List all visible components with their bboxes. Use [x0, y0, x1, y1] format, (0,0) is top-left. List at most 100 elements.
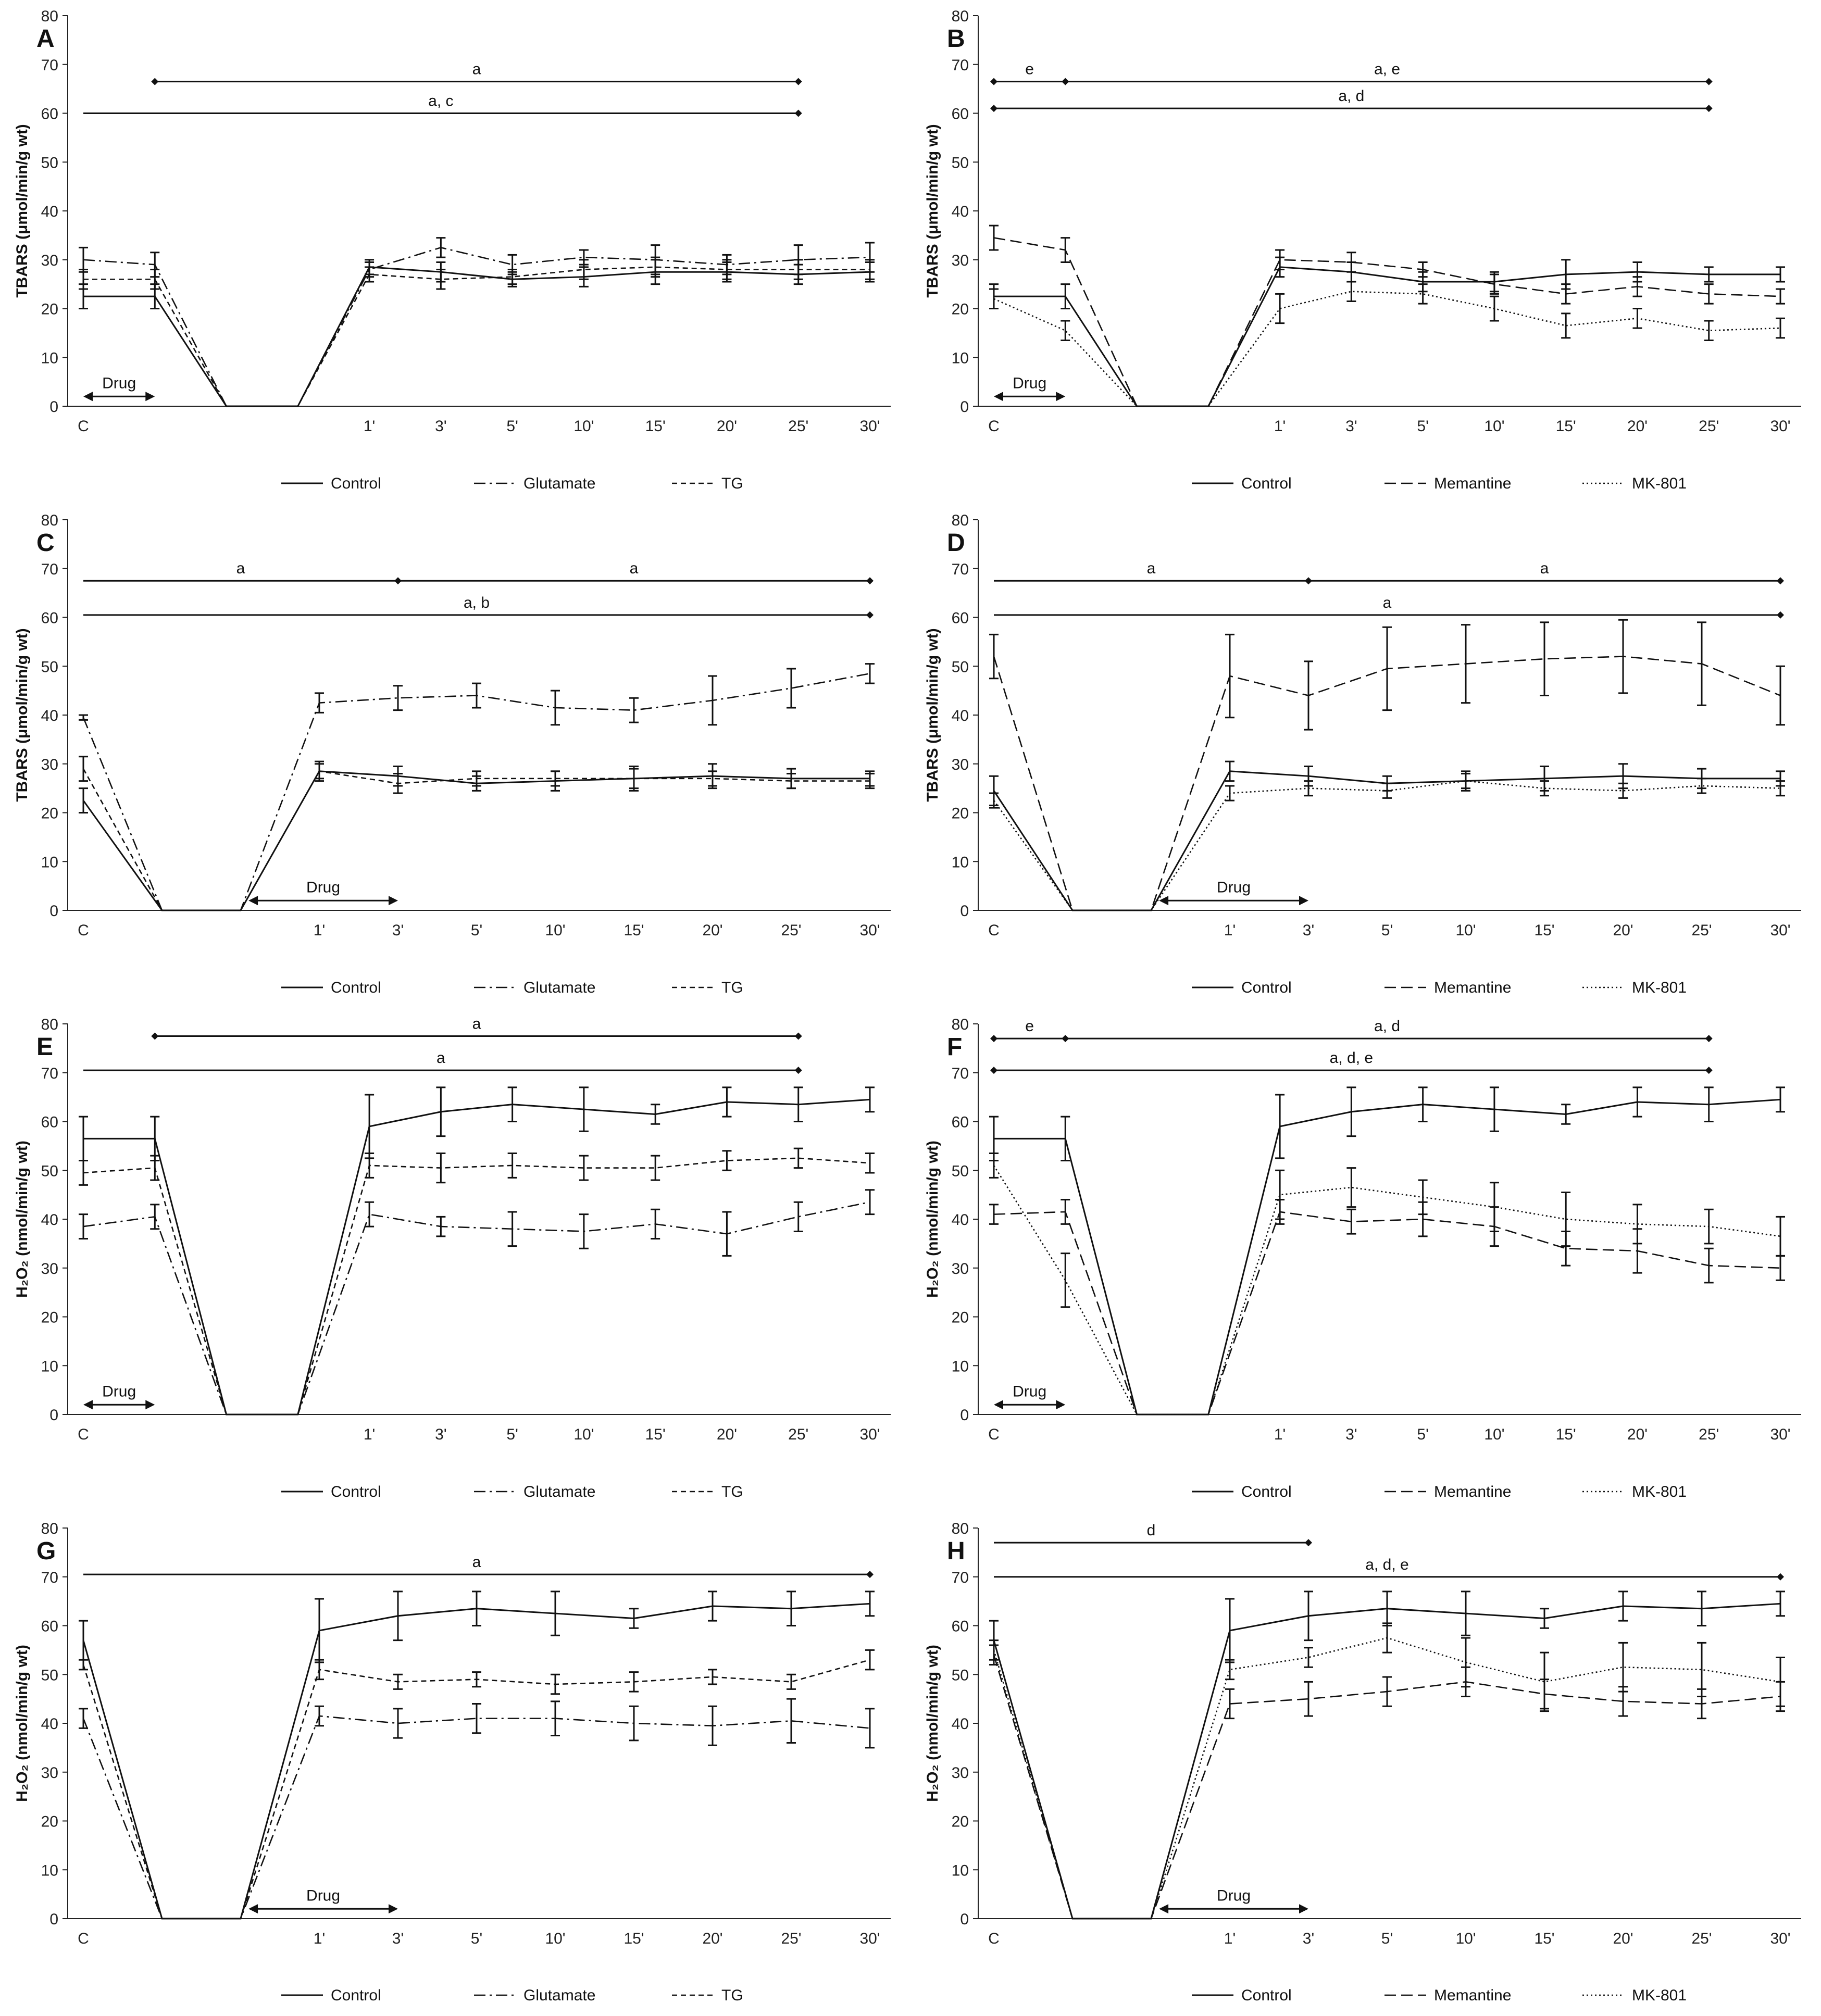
drug-arrow-head — [1299, 1904, 1308, 1914]
bracket-label: a, d — [1338, 87, 1364, 105]
x-tick-label: 30' — [859, 922, 880, 939]
x-tick-label: 3' — [435, 1426, 446, 1443]
x-tick-label: 30' — [1770, 1426, 1790, 1443]
x-tick-label: 15' — [1534, 922, 1554, 939]
bracket-marker — [866, 577, 874, 585]
bracket-marker — [1705, 105, 1713, 112]
bracket-marker — [1777, 577, 1784, 585]
bracket-label: e — [1025, 61, 1034, 78]
bracket-label: a — [472, 1554, 481, 1571]
x-tick-label: 1' — [1274, 418, 1286, 435]
series-line-control — [82, 770, 870, 911]
legend-label: Control — [1241, 1987, 1292, 2004]
x-tick-label: 1' — [1274, 1426, 1286, 1443]
x-tick-label: 30' — [1770, 418, 1790, 435]
y-tick-label: 40 — [41, 1716, 58, 1733]
y-tick-label: 30 — [41, 1764, 58, 1782]
bracket-marker — [1305, 1539, 1312, 1547]
x-tick-label: 1' — [314, 922, 325, 939]
y-tick-label: 10 — [41, 349, 58, 367]
y-tick-label: 80 — [41, 8, 58, 25]
y-tick-label: 80 — [952, 512, 969, 529]
drug-label: Drug — [1217, 879, 1251, 896]
bracket-marker — [1777, 611, 1784, 619]
y-axis-label: H₂O₂ (nmol/min/g wt) — [14, 1645, 31, 1802]
series-line-mk-801 — [993, 780, 1781, 911]
series-line-control — [83, 266, 870, 407]
y-tick-label: 0 — [960, 1911, 969, 1928]
x-tick-label: C — [78, 1426, 89, 1443]
y-tick-label: 50 — [41, 154, 58, 171]
bracket-marker — [1705, 1035, 1713, 1043]
y-tick-label: 0 — [960, 1407, 969, 1424]
y-tick-label: 40 — [952, 203, 969, 220]
bracket-marker — [794, 1067, 802, 1074]
legend-label: Glutamate — [523, 1987, 595, 2004]
x-tick-label: C — [988, 1930, 1000, 1947]
series-line-mk-801 — [993, 291, 1781, 407]
x-tick-label: 5' — [471, 922, 482, 939]
bracket-label: d — [1147, 1522, 1156, 1539]
y-tick-label: 20 — [41, 1813, 58, 1831]
drug-arrow-head — [994, 392, 1003, 402]
x-tick-label: 20' — [702, 922, 722, 939]
legend-label: Control — [1241, 1483, 1292, 1500]
drug-arrow-head — [1056, 392, 1066, 402]
panel-e: E 0 10 20 30 40 50 60 70 80 H₂O₂ (nmol/min/g wt) C 1… — [0, 1008, 910, 1512]
x-tick-label: 20' — [717, 418, 737, 435]
legend-label: Glutamate — [523, 475, 595, 492]
bracket-marker — [1777, 1573, 1784, 1581]
bracket-label: e — [1025, 1018, 1034, 1035]
panel-c: C 0 10 20 30 40 50 60 70 80 TBARS (μmol/min/g wt) C… — [0, 504, 910, 1008]
bracket-label: a, d — [1374, 1018, 1400, 1035]
drug-arrow-head — [1056, 1400, 1066, 1410]
y-tick-label: 80 — [952, 1016, 969, 1033]
y-tick-label: 20 — [41, 805, 58, 822]
x-tick-label: 10' — [573, 418, 594, 435]
series-line-control — [82, 1602, 870, 1920]
bracket-marker — [794, 78, 802, 85]
legend-label: Control — [331, 1483, 381, 1500]
y-tick-label: 0 — [49, 1911, 58, 1928]
x-tick-label: 10' — [573, 1426, 594, 1443]
y-tick-label: 20 — [41, 301, 58, 318]
x-tick-label: 25' — [781, 922, 801, 939]
drug-arrow-head — [83, 392, 93, 402]
bracket-marker — [990, 105, 997, 112]
y-tick-label: 60 — [952, 1618, 969, 1635]
y-axis-label: TBARS (μmol/min/g wt) — [14, 124, 31, 297]
y-tick-label: 10 — [41, 854, 58, 871]
x-tick-label: 20' — [1627, 418, 1648, 435]
panel-h: H 0 10 20 30 40 50 60 70 80 H₂O₂ (nmol/min/g wt) C 1… — [910, 1512, 1821, 2016]
legend-label: MK-801 — [1632, 979, 1687, 996]
series-line-mk-801 — [993, 1165, 1781, 1416]
bracket-marker — [794, 1032, 802, 1040]
x-tick-label: C — [78, 922, 89, 939]
y-tick-label: 40 — [952, 1211, 969, 1229]
x-tick-label: 3' — [435, 418, 446, 435]
y-axis-label: H₂O₂ (nmol/min/g wt) — [14, 1141, 31, 1298]
x-tick-label: 5' — [1417, 418, 1428, 435]
legend-label: MK-801 — [1632, 1483, 1687, 1500]
y-tick-label: 70 — [41, 1065, 58, 1082]
x-tick-label: 25' — [1691, 1930, 1712, 1947]
legend-label: Control — [1241, 475, 1292, 492]
drug-label: Drug — [1013, 374, 1046, 392]
y-tick-label: 20 — [952, 805, 969, 822]
y-tick-label: 30 — [41, 756, 58, 773]
x-tick-label: 3' — [392, 922, 404, 939]
y-tick-label: 10 — [952, 1358, 969, 1375]
panel-b: B 0 10 20 30 40 50 60 70 80 TBARS (μmol/min/g wt) C… — [910, 0, 1821, 504]
bracket-marker — [1705, 78, 1713, 85]
bracket-label: a — [1383, 594, 1392, 611]
x-tick-label: 1' — [314, 1930, 325, 1947]
panel-label: E — [36, 1033, 53, 1061]
x-tick-label: 3' — [392, 1930, 404, 1947]
y-tick-label: 80 — [952, 1520, 969, 1537]
legend-label: MK-801 — [1632, 475, 1687, 492]
x-tick-label: 1' — [1224, 1930, 1236, 1947]
x-tick-label: 10' — [1455, 1930, 1476, 1947]
y-tick-label: 0 — [49, 1407, 58, 1424]
x-tick-label: 3' — [1303, 1930, 1314, 1947]
